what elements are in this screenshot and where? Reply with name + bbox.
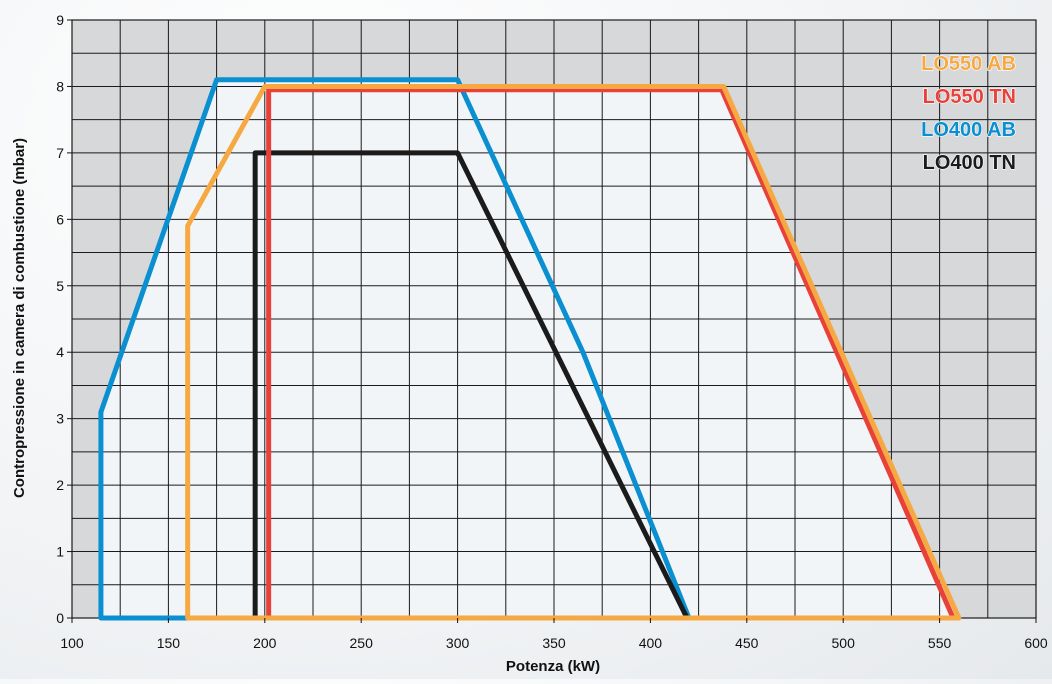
y-tick-label: 3	[56, 411, 64, 427]
y-tick-label: 0	[56, 610, 64, 626]
series-line-lo550-ab	[185, 83, 962, 621]
x-tick-label: 450	[735, 635, 759, 651]
legend-entry-lo400-ab: LO400 AB	[921, 119, 1016, 141]
y-tick-label: 4	[56, 344, 64, 360]
legend-entry-lo550-tn: LO550 TN	[923, 86, 1016, 108]
y-tick-label: 9	[56, 12, 64, 28]
x-tick-label: 600	[1024, 635, 1048, 651]
y-tick-label: 5	[56, 278, 64, 294]
x-tick-label: 250	[350, 635, 374, 651]
legend-entry-lo400-tn: LO400 TN	[923, 152, 1016, 174]
x-tick-label: 200	[253, 635, 277, 651]
x-tick-label: 400	[639, 635, 663, 651]
x-tick-label: 150	[157, 635, 181, 651]
legend-entry-lo550-ab: LO550 AB	[921, 53, 1016, 75]
x-tick-label: 550	[928, 635, 952, 651]
x-tick-label: 300	[446, 635, 470, 651]
x-tick-label: 100	[60, 635, 84, 651]
x-tick-label: 500	[832, 635, 856, 651]
y-tick-label: 8	[56, 78, 64, 94]
y-tick-label: 7	[56, 145, 64, 161]
y-tick-label: 2	[56, 477, 64, 493]
x-tick-label: 350	[542, 635, 566, 651]
y-axis-title: Contropressione in camera di combustione…	[11, 138, 28, 498]
x-axis-title: Potenza (kW)	[506, 658, 600, 675]
y-tick-label: 6	[56, 211, 64, 227]
y-tick-label: 1	[56, 544, 64, 560]
